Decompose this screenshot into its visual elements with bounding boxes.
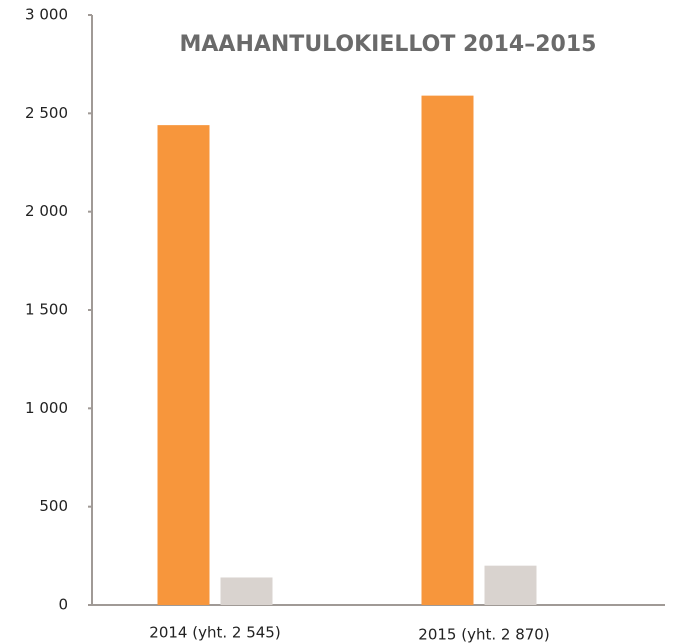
y-tick-label: 500 — [39, 497, 68, 515]
y-tick-label: 1 500 — [25, 301, 68, 319]
x-tick-label: 2015 (yht. 2 870) — [418, 626, 549, 643]
bar — [421, 95, 474, 605]
y-tick-label: 2 500 — [25, 104, 68, 122]
y-tick-label: 2 000 — [25, 202, 68, 220]
y-tick-label: 3 000 — [25, 6, 68, 24]
bar — [157, 125, 210, 605]
x-tick-label: 2014 (yht. 2 545) — [149, 624, 280, 642]
bar — [484, 565, 537, 605]
bar — [220, 577, 273, 605]
y-tick-label: 0 — [58, 596, 68, 614]
y-tick-label: 1 000 — [25, 399, 68, 417]
chart-title: MAAHANTULOKIELLOT 2014–2015 — [180, 32, 597, 57]
